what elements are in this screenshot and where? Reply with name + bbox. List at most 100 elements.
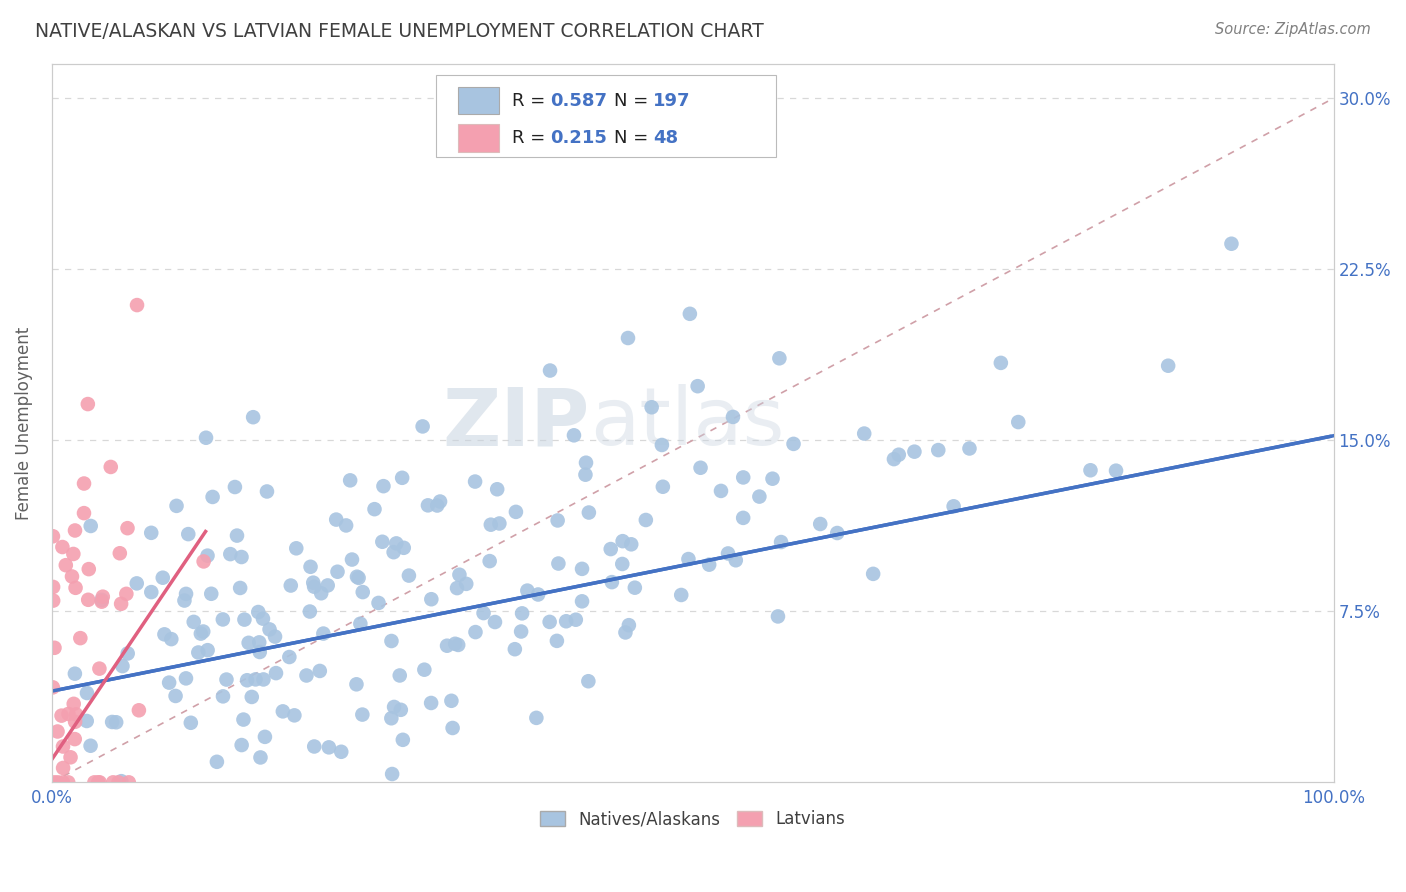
Point bbox=[367, 596, 389, 610]
Point bbox=[174, 672, 197, 686]
Point bbox=[224, 480, 246, 494]
Point bbox=[571, 594, 593, 608]
Point bbox=[538, 615, 561, 629]
Point bbox=[624, 581, 647, 595]
Point bbox=[312, 626, 335, 640]
Point bbox=[959, 442, 981, 456]
Point bbox=[887, 448, 910, 462]
Point bbox=[58, 706, 80, 721]
Point bbox=[748, 490, 770, 504]
Point bbox=[264, 630, 287, 644]
Point bbox=[330, 745, 353, 759]
Point bbox=[69, 631, 91, 645]
Point bbox=[927, 443, 949, 458]
Point bbox=[247, 605, 270, 619]
Point bbox=[83, 775, 105, 789]
Point bbox=[617, 331, 640, 345]
Point bbox=[252, 612, 274, 626]
Point bbox=[578, 506, 600, 520]
Point bbox=[42, 580, 65, 594]
Point bbox=[91, 590, 114, 604]
Point bbox=[285, 541, 308, 556]
Point bbox=[197, 643, 219, 657]
Point bbox=[231, 549, 253, 564]
Point bbox=[73, 506, 96, 520]
Text: ZIP: ZIP bbox=[443, 384, 591, 462]
Point bbox=[339, 474, 361, 488]
Point bbox=[768, 351, 790, 366]
Point bbox=[63, 714, 86, 729]
Point bbox=[326, 565, 349, 579]
Point bbox=[44, 640, 66, 655]
Point bbox=[46, 724, 69, 739]
Point bbox=[903, 444, 925, 458]
Point bbox=[302, 739, 325, 754]
Y-axis label: Female Unemployment: Female Unemployment bbox=[15, 326, 32, 520]
Point bbox=[249, 750, 271, 764]
Point bbox=[240, 690, 263, 704]
Point bbox=[990, 356, 1012, 370]
Point bbox=[420, 696, 443, 710]
Point bbox=[527, 587, 550, 601]
Point bbox=[63, 666, 86, 681]
Point bbox=[242, 410, 264, 425]
Point bbox=[710, 483, 733, 498]
Point bbox=[340, 552, 363, 566]
Point bbox=[349, 616, 371, 631]
Point bbox=[503, 642, 526, 657]
Text: N =: N = bbox=[614, 129, 654, 147]
Point bbox=[65, 581, 87, 595]
Point bbox=[76, 714, 98, 728]
Point bbox=[42, 681, 65, 695]
Point bbox=[264, 666, 287, 681]
Point bbox=[309, 586, 332, 600]
Point bbox=[510, 607, 533, 621]
Point bbox=[200, 587, 222, 601]
Point bbox=[177, 527, 200, 541]
Point bbox=[612, 557, 634, 571]
Point bbox=[1105, 464, 1128, 478]
Point bbox=[173, 593, 195, 607]
Point bbox=[46, 775, 69, 789]
Point bbox=[141, 525, 163, 540]
Point bbox=[259, 623, 281, 637]
Point bbox=[733, 470, 755, 484]
Point bbox=[600, 575, 623, 590]
Point bbox=[77, 592, 100, 607]
FancyBboxPatch shape bbox=[458, 124, 499, 152]
Point bbox=[574, 467, 596, 482]
Point bbox=[371, 534, 394, 549]
Point bbox=[486, 482, 509, 496]
Point bbox=[766, 609, 789, 624]
Point bbox=[599, 542, 621, 557]
Point bbox=[110, 597, 132, 611]
Point bbox=[634, 513, 657, 527]
Point bbox=[733, 511, 755, 525]
Point bbox=[575, 456, 598, 470]
Point bbox=[392, 732, 415, 747]
Text: R =: R = bbox=[512, 92, 551, 110]
Point bbox=[271, 705, 294, 719]
Point bbox=[571, 562, 593, 576]
Point bbox=[449, 567, 471, 582]
Point bbox=[166, 499, 188, 513]
Point bbox=[52, 761, 75, 775]
Point bbox=[231, 738, 253, 752]
Point bbox=[389, 703, 412, 717]
Point bbox=[125, 298, 148, 312]
Point bbox=[524, 711, 547, 725]
Point bbox=[128, 703, 150, 717]
Point bbox=[247, 635, 270, 649]
Legend: Natives/Alaskans, Latvians: Natives/Alaskans, Latvians bbox=[533, 804, 852, 835]
Point bbox=[62, 697, 84, 711]
Point bbox=[325, 512, 347, 526]
Point bbox=[141, 585, 163, 599]
Point bbox=[335, 518, 357, 533]
Point bbox=[308, 664, 330, 678]
Point bbox=[440, 694, 463, 708]
Point bbox=[825, 526, 848, 541]
Point bbox=[388, 668, 411, 682]
Point bbox=[236, 673, 259, 688]
Text: NATIVE/ALASKAN VS LATVIAN FEMALE UNEMPLOYMENT CORRELATION CHART: NATIVE/ALASKAN VS LATVIAN FEMALE UNEMPLO… bbox=[35, 22, 763, 41]
Point bbox=[58, 775, 80, 789]
